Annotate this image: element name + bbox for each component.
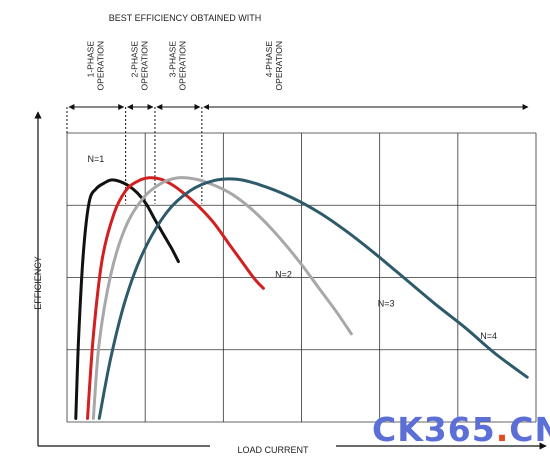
region-label-line: OPERATION	[95, 41, 105, 90]
region-label-line: OPERATION	[274, 41, 284, 90]
watermark-dot: .	[495, 410, 510, 449]
operation-regions: 1-PHASEOPERATION 2-PHASEOPERATION 3-PHASEO…	[66, 41, 529, 204]
region-label: 4-PHASEOPERATION	[264, 41, 284, 91]
region-label-line: 4-PHASE	[264, 41, 274, 78]
region-label-line: OPERATION	[139, 41, 149, 90]
curve-label-n-1: N=1	[88, 154, 105, 164]
curve-labels: N=1 N=2 N=3 N=4	[88, 154, 498, 341]
series-line-n-3	[91, 176, 353, 420]
grid	[66, 132, 537, 423]
series-group	[74, 176, 529, 420]
curve-label-n-4: N=4	[480, 331, 497, 341]
region-label: 2-PHASEOPERATION	[129, 41, 149, 91]
region-label-line: 2-PHASE	[129, 41, 139, 78]
series-line-n-2	[86, 176, 265, 420]
site-watermark: CK365.CN	[372, 410, 550, 449]
watermark-main: CK365	[372, 410, 496, 449]
watermark-tld: CN	[509, 410, 550, 449]
series-line-n-4	[97, 177, 529, 420]
curve-label-n-2: N=2	[275, 270, 292, 280]
region-label-line: 1-PHASE	[85, 41, 95, 78]
region-label-line: 3-PHASE	[167, 41, 177, 78]
y-axis-label: EFFICIENCY	[33, 256, 43, 310]
chart-title: BEST EFFICIENCY OBTAINED WITH	[109, 13, 262, 23]
series-line-n-1	[74, 178, 180, 420]
region-label: 1-PHASEOPERATION	[85, 41, 105, 91]
region-label-line: OPERATION	[177, 41, 187, 90]
region-label: 3-PHASEOPERATION	[167, 41, 187, 91]
curve-label-n-3: N=3	[378, 298, 395, 308]
x-axis-label: LOAD CURRENT	[237, 445, 309, 455]
axes	[34, 111, 547, 450]
